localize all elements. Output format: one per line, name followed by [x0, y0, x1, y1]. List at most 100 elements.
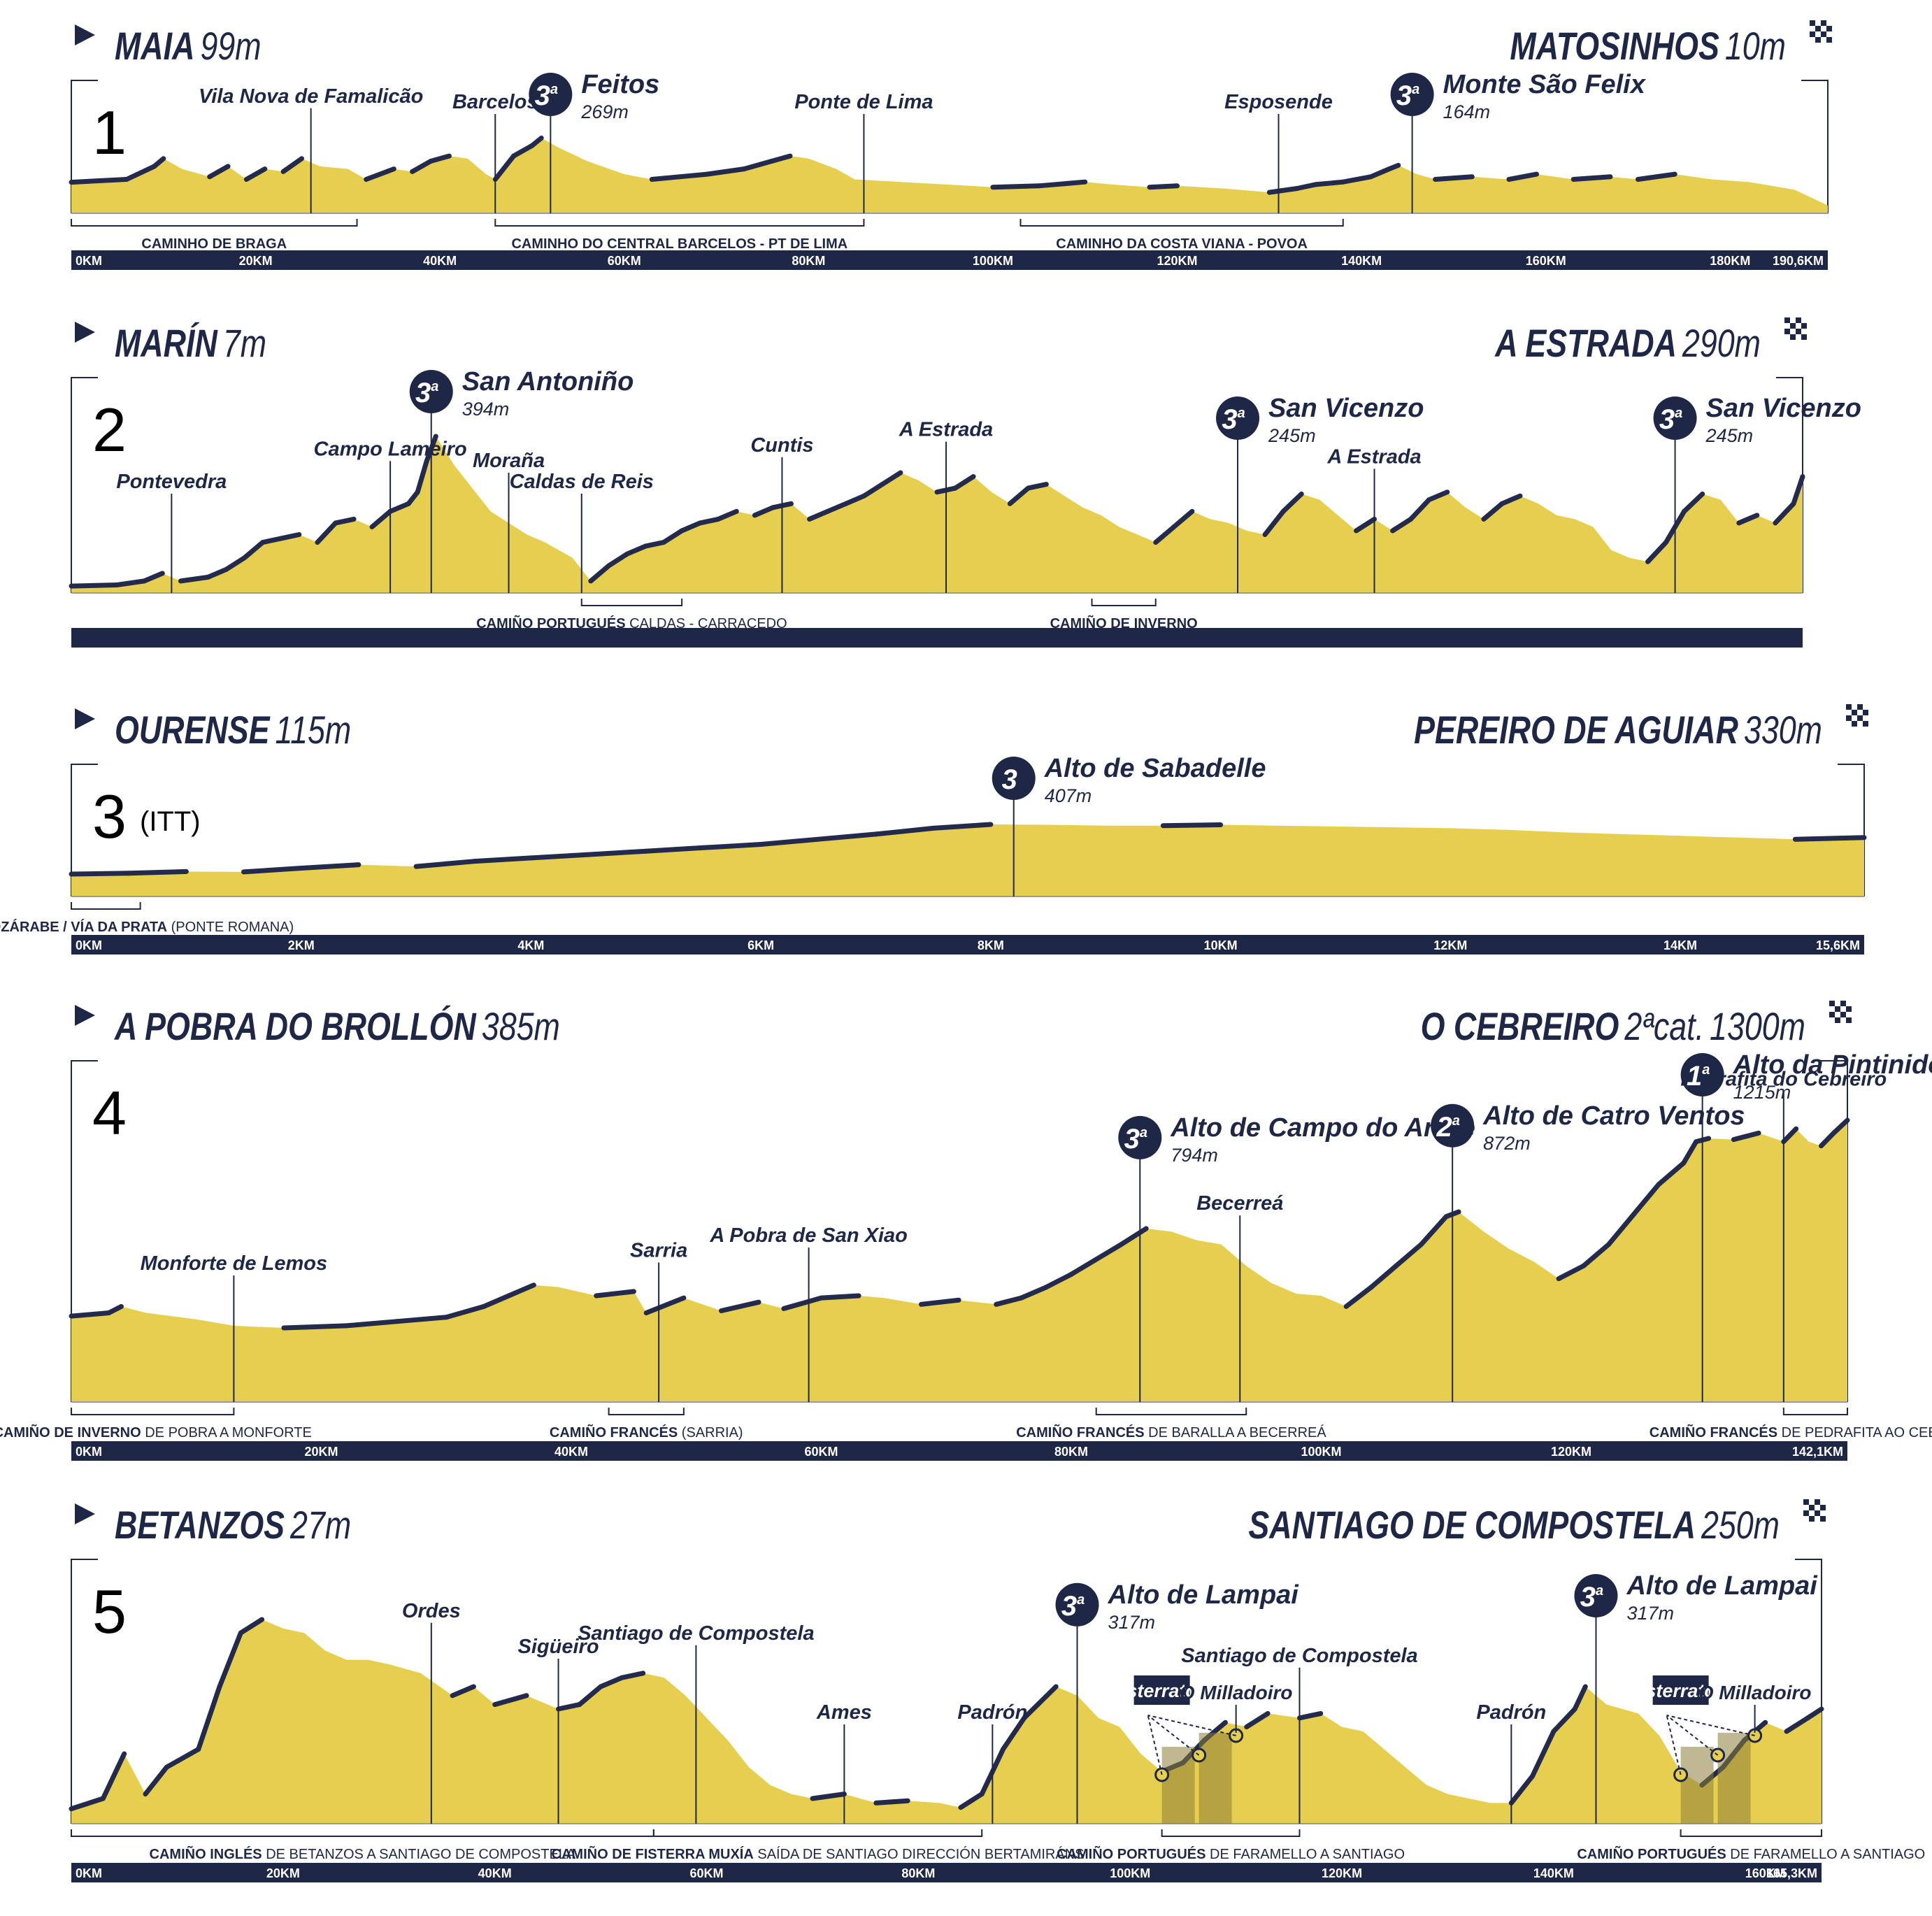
profile-ridge [1433, 174, 1475, 182]
flag-square [1835, 1012, 1840, 1017]
climb-cat-sup: a [550, 82, 558, 97]
town-label: Moraña [473, 450, 545, 472]
finish-elev: 1300m [1710, 1004, 1805, 1048]
flag-square [1829, 1001, 1835, 1006]
flag-square [1857, 715, 1863, 721]
profile-ridge [661, 528, 685, 545]
flag-square [1810, 26, 1815, 31]
flag-square [1784, 329, 1790, 334]
camino-label-bold: CAMIÑO FRANCÉS [1650, 1424, 1777, 1440]
flag-square [1852, 715, 1857, 721]
flag-square [1796, 329, 1801, 334]
profile-ridge [1831, 1117, 1850, 1136]
camino-bracket [1782, 1408, 1848, 1415]
profile-ridge [1025, 482, 1049, 491]
profile-ridge [1419, 1214, 1449, 1247]
profile-ridge [241, 866, 304, 875]
profile-ridge [1007, 485, 1031, 506]
flag-square [1820, 1510, 1826, 1516]
camino-bracket [1680, 1829, 1822, 1837]
profile-ridge [114, 578, 147, 587]
camino-label-bold: CAMIÑO PORTUGUÉS [1577, 1846, 1726, 1862]
profile-ridge [100, 1751, 127, 1801]
profile-ridge [481, 1293, 512, 1309]
camino-bracket [71, 1829, 654, 1837]
profile-ridge [1022, 1684, 1059, 1721]
town-marker: Vila Nova de Famalicão [199, 85, 423, 213]
profile-ridge [333, 516, 357, 526]
flag-square [1810, 37, 1815, 43]
profile-ridge [69, 1310, 112, 1319]
km-bar [71, 1441, 1847, 1461]
profile-ridge [810, 1792, 847, 1801]
climb-elev: 872m [1483, 1133, 1531, 1154]
km-tick-label: 8KM [978, 938, 1004, 952]
profile-ridge [164, 1747, 201, 1770]
town-marker: Padrón [1476, 1701, 1546, 1824]
profile-ridge [1551, 1706, 1577, 1734]
flag-square [1821, 37, 1826, 43]
km-tick-label: 15,6KM [1816, 938, 1860, 952]
camino-label: CAMIÑO PORTUGUÉS DE FARAMELLO A SANTIAGO [1577, 1846, 1925, 1862]
finish-name: MATOSINHOS [1510, 24, 1719, 68]
town-label: O Milladoiro [1698, 1682, 1812, 1703]
profile-ridge [677, 171, 710, 180]
camino-label: CAMIÑO DE FISTERRA MUXÍA SAÍDA DE SANTIA… [552, 1846, 1085, 1862]
km-tick-label: 100KM [1301, 1445, 1341, 1459]
climb-name: San Antoniño [462, 367, 634, 396]
profile-ridge [1312, 179, 1346, 187]
climb-category: 2a [1436, 1112, 1459, 1143]
flag-square [1829, 1012, 1835, 1017]
profile-ridge [528, 852, 592, 861]
profile-ridge [278, 532, 302, 541]
profile-ridge [406, 489, 420, 506]
km-tick-label: 60KM [608, 254, 641, 268]
km-tick-label: 12KM [1433, 938, 1467, 952]
climb-category: 3a [535, 80, 558, 111]
camino-label-rest: DE FARAMELLO A SANTIAGO [1726, 1847, 1926, 1862]
camino-segment: CAMIÑO PORTUGUÉS DE FARAMELLO A SANTIAGO [1577, 1829, 1925, 1862]
profile-ridge [873, 1798, 910, 1806]
profile-ridge [364, 166, 396, 182]
flag-square [1815, 1516, 1820, 1522]
profile-ridge [952, 474, 976, 491]
start-elev: 27m [289, 1503, 351, 1547]
profile-ridge [1781, 1126, 1799, 1145]
flag-square [1815, 1499, 1820, 1505]
climb-name: Alto de Catro Ventos [1482, 1101, 1745, 1131]
town-marker: Ames [816, 1701, 872, 1824]
profile-ridge [443, 1303, 487, 1320]
profile-ridge [178, 574, 210, 584]
climb-elev: 164m [1443, 101, 1491, 122]
sterrato-box [1133, 1675, 1190, 1705]
town-label: Becerreá [1196, 1192, 1283, 1215]
km-tick-label: 0KM [76, 938, 102, 952]
sterrato-label: sterrato [1645, 1680, 1716, 1701]
camino-label: CAMIÑO FRANCÉS DE PEDRAFITA AO CEBREIRO [1650, 1424, 1932, 1440]
km-bar [71, 250, 1828, 270]
camino-label-bold: CAMIÑO PORTUGUÉS [1057, 1846, 1205, 1862]
climb-cat-sup: a [1596, 1583, 1603, 1599]
km-bar [71, 935, 1864, 955]
climb-cat: 3 [415, 378, 431, 408]
profile-ridge [1506, 171, 1539, 182]
km-axis: 0KM 20KM 40KM 60KM 80KM 100KM 120KM 142,1KM [71, 1441, 1847, 1461]
start-name: MAIA [115, 24, 194, 68]
camino-segment: CAMIÑO FRANCÉS DE PEDRAFITA AO CEBREIRO [1650, 1408, 1932, 1440]
sterrato-leader [1147, 1715, 1200, 1756]
finish-flag-icon [1810, 20, 1832, 43]
profile-ridge [260, 536, 284, 545]
km-tick-label: 14KM [1663, 938, 1697, 952]
flag-square [1820, 1516, 1826, 1522]
profile-ridge [880, 470, 903, 487]
profile-area [71, 1620, 1822, 1824]
town-label: Caldas de Reis [510, 471, 654, 493]
profile-ridge [1606, 1212, 1636, 1247]
town-marker: A Estrada [899, 419, 993, 593]
town-marker: Pontevedra [116, 471, 227, 593]
km-tick-label: 20KM [239, 254, 273, 268]
camino-label-rest: DE FARAMELLO A SANTIAGO [1205, 1847, 1405, 1862]
climb-name: Alto de Campo do Arbre [1170, 1113, 1475, 1143]
sterrato-leader [1147, 1715, 1163, 1775]
